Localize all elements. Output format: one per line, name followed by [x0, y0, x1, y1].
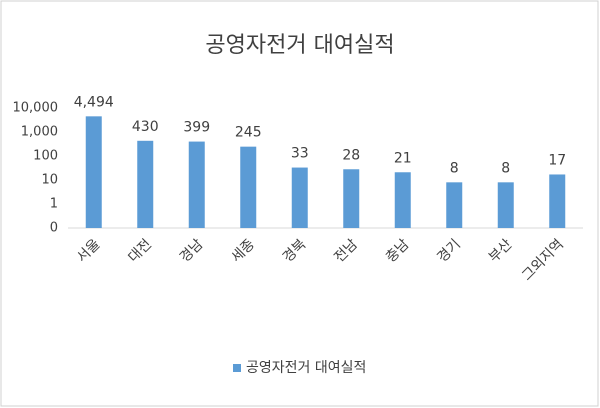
- bar: [549, 174, 566, 228]
- y-tick-label: 1,000: [21, 125, 58, 140]
- bar: [85, 116, 102, 228]
- y-tick-label: 100: [33, 149, 58, 164]
- value-label: 17: [548, 152, 566, 168]
- value-label: 4,494: [74, 94, 114, 110]
- bar: [394, 172, 411, 228]
- bar: [137, 140, 154, 228]
- value-label: 245: [235, 125, 262, 141]
- value-label: 21: [394, 150, 412, 166]
- value-label: 8: [501, 160, 510, 176]
- value-label: 33: [291, 146, 309, 162]
- value-label: 399: [183, 120, 210, 136]
- bar: [291, 167, 308, 228]
- bar: [240, 146, 257, 228]
- bar: [343, 169, 360, 228]
- legend-label: 공영자전거 대여실적: [246, 360, 366, 376]
- chart-title: 공영자전거 대여실적: [205, 33, 394, 58]
- y-tick-label: 1: [50, 197, 58, 212]
- bar: [497, 182, 514, 228]
- value-label: 430: [132, 119, 159, 135]
- value-label: 28: [342, 147, 360, 163]
- value-label: 8: [450, 160, 459, 176]
- bar: [446, 182, 463, 228]
- y-tick-label: 10,000: [13, 101, 59, 116]
- y-tick-label: 0: [50, 221, 58, 236]
- legend-swatch: [233, 364, 241, 372]
- y-tick-label: 10: [41, 173, 58, 188]
- bar: [188, 141, 205, 228]
